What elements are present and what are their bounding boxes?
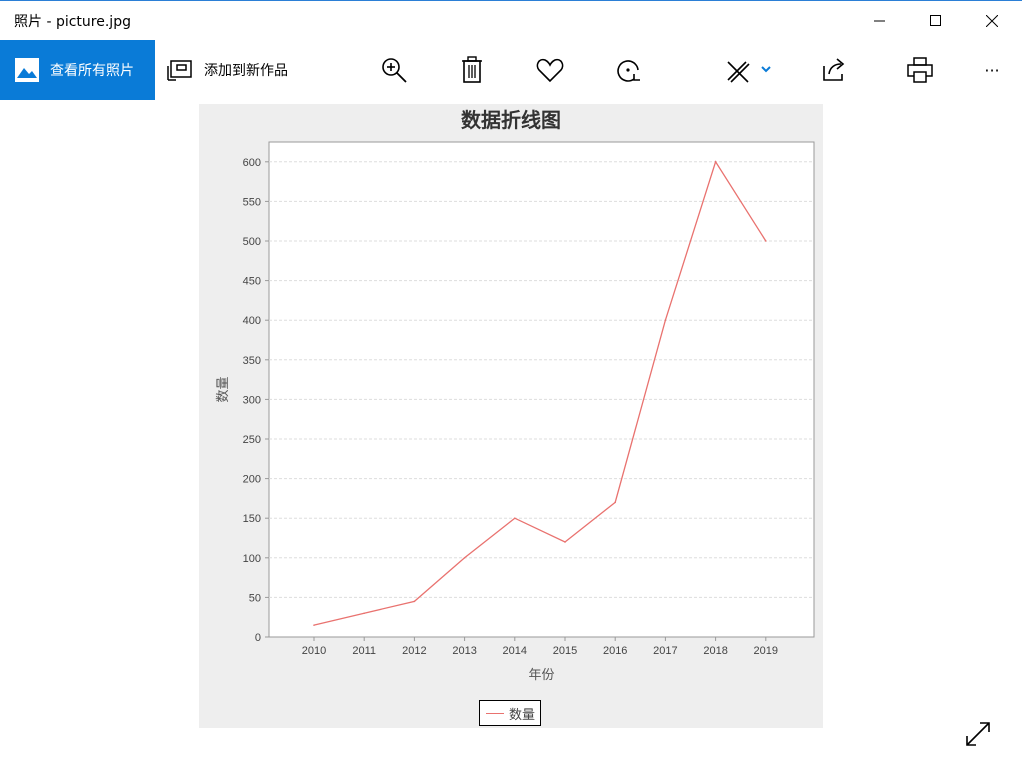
heart-icon xyxy=(536,58,564,83)
more-options-button[interactable]: ··· xyxy=(976,54,1008,86)
x-tick-label: 2018 xyxy=(703,645,727,657)
chart-title: 数据折线图 xyxy=(461,108,561,132)
y-tick-label: 200 xyxy=(243,474,261,486)
x-tick-label: 2019 xyxy=(754,645,778,657)
minimize-button[interactable] xyxy=(852,1,908,41)
more-icon: ··· xyxy=(984,60,1000,80)
maximize-button[interactable] xyxy=(908,1,964,41)
y-tick-label: 250 xyxy=(243,434,261,446)
zoom-in-icon xyxy=(382,58,407,83)
chart-legend: 数量 xyxy=(479,700,541,726)
data-point xyxy=(765,240,767,242)
legend-label: 数量 xyxy=(509,707,536,723)
add-to-creation-label: 添加到新作品 xyxy=(204,63,288,79)
trash-icon xyxy=(462,56,482,83)
y-tick-label: 350 xyxy=(243,355,261,367)
x-tick-label: 2010 xyxy=(302,645,326,657)
y-tick-label: 500 xyxy=(243,236,261,248)
delete-button[interactable] xyxy=(456,54,488,86)
y-tick-label: 550 xyxy=(243,196,261,208)
x-tick-label: 2015 xyxy=(553,645,577,657)
close-icon xyxy=(986,15,998,27)
data-point xyxy=(664,319,667,321)
toolbar: 查看所有照片 添加到新作品 xyxy=(0,40,1022,100)
edit-pencil-icon xyxy=(727,61,771,83)
data-point xyxy=(463,557,466,559)
x-tick-label: 2016 xyxy=(603,645,627,657)
y-tick-label: 100 xyxy=(243,553,261,565)
x-tick-label: 2012 xyxy=(402,645,426,657)
share-button[interactable] xyxy=(818,54,850,86)
window-title: 照片 - picture.jpg xyxy=(14,14,131,30)
plot-area xyxy=(268,141,815,638)
data-point xyxy=(614,501,616,504)
minimize-icon xyxy=(874,20,885,22)
y-tick-label: 300 xyxy=(243,394,261,406)
x-tick-label: 2011 xyxy=(352,645,376,657)
data-point xyxy=(514,517,516,519)
y-tick-label: 450 xyxy=(243,276,261,288)
line-chart: 0 50 100 150 200 250 300 350 400 450 500 550 600 2010… xyxy=(216,141,815,683)
share-icon xyxy=(823,58,845,81)
fullscreen-button[interactable] xyxy=(962,718,994,750)
data-point xyxy=(363,612,365,615)
rotate-icon xyxy=(617,60,640,82)
add-to-creation-button[interactable]: 添加到新作品 xyxy=(166,40,288,100)
printer-icon xyxy=(907,57,933,83)
close-button[interactable] xyxy=(964,1,1020,41)
title-bar: 照片 - picture.jpg xyxy=(0,0,1022,40)
series-line xyxy=(313,160,767,626)
y-tick-label: 50 xyxy=(249,592,261,604)
zoom-in-button[interactable] xyxy=(378,54,410,86)
data-point xyxy=(564,541,566,543)
data-point xyxy=(313,624,315,626)
y-axis-label: 数量 xyxy=(216,376,231,402)
favorite-button[interactable] xyxy=(534,54,566,86)
data-point xyxy=(413,600,416,603)
x-tick-label: 2017 xyxy=(653,645,677,657)
rotate-button[interactable] xyxy=(612,54,644,86)
image-canvas: 数据折线图 0 50 100 150 200 250 300 350 400 450 500 550 6… xyxy=(199,104,823,728)
y-tick-label: 600 xyxy=(243,157,261,169)
view-all-photos-label: 查看所有照片 xyxy=(50,63,134,79)
x-tick-label: 2014 xyxy=(503,645,527,657)
y-tick-label: 150 xyxy=(243,513,261,525)
add-to-creation-icon xyxy=(167,60,192,81)
y-tick-label: 0 xyxy=(255,632,261,644)
data-point xyxy=(714,161,717,163)
x-axis-label: 年份 xyxy=(528,668,554,683)
photos-icon xyxy=(15,58,39,82)
view-all-photos-button[interactable]: 查看所有照片 xyxy=(0,40,155,100)
y-tick-label: 400 xyxy=(243,315,261,327)
edit-create-button[interactable] xyxy=(722,54,776,86)
print-button[interactable] xyxy=(904,54,936,86)
legend-swatch xyxy=(486,712,504,714)
maximize-icon xyxy=(930,15,941,26)
x-tick-label: 2013 xyxy=(452,645,476,657)
